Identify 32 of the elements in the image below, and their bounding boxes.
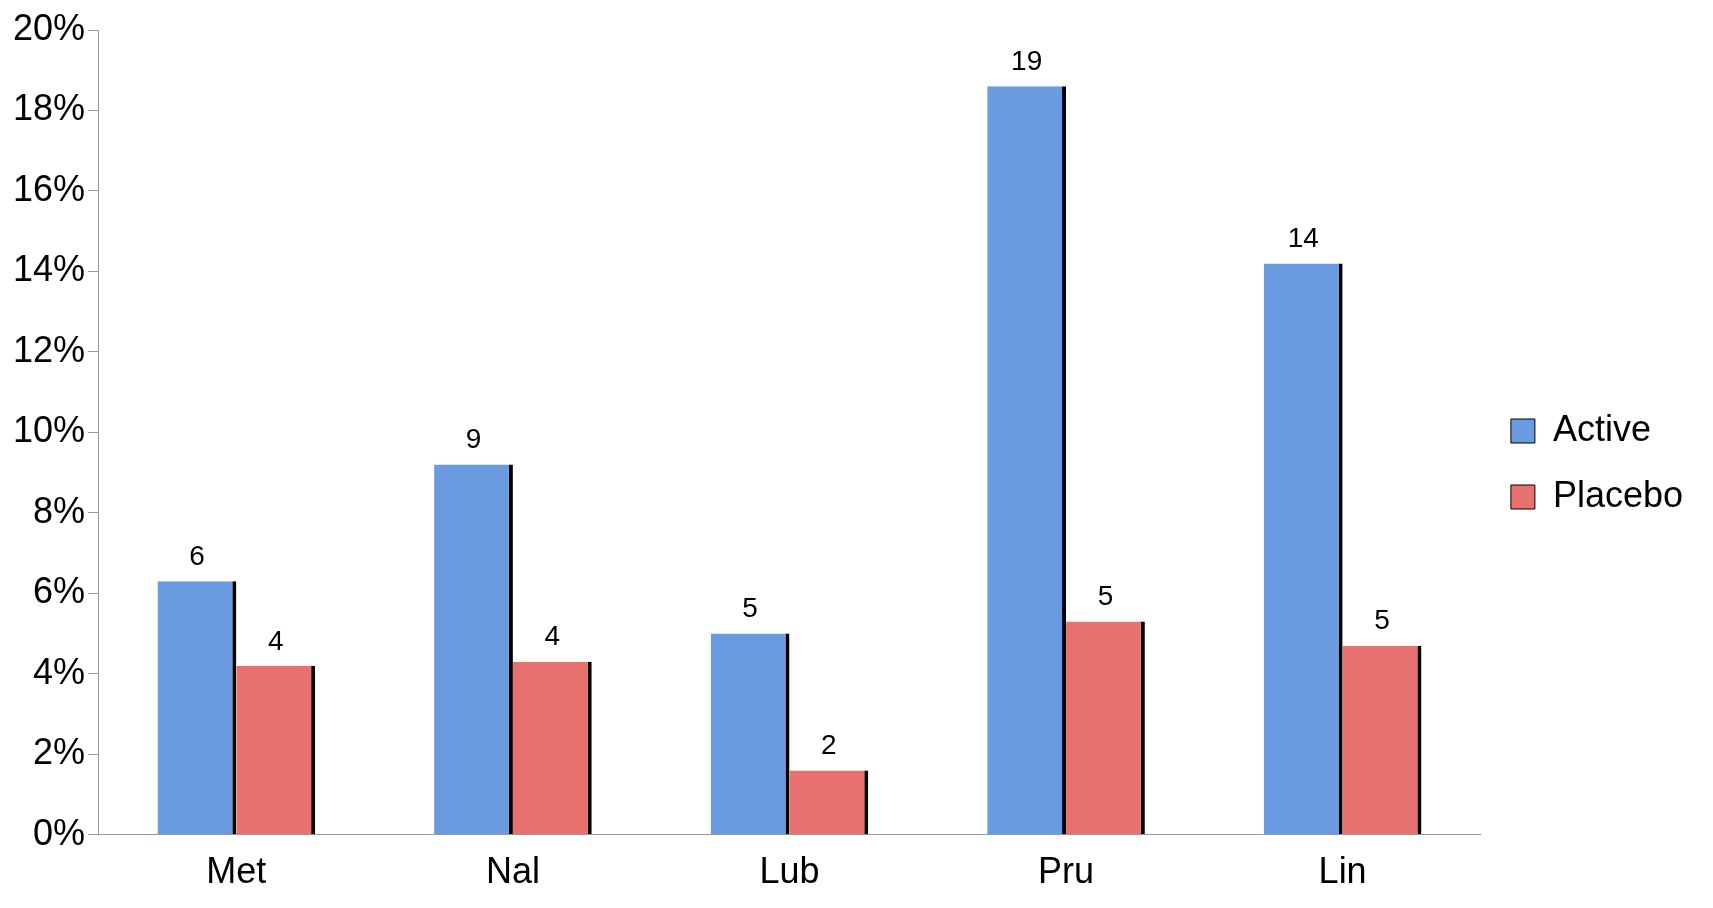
data-label: 2	[821, 729, 837, 761]
bar	[434, 464, 509, 835]
data-label: 4	[544, 620, 561, 652]
x-tick-label: Met	[206, 850, 267, 892]
x-tick-label: Nal	[485, 850, 540, 892]
y-tick-label: 6%	[33, 570, 86, 612]
data-label: 4	[267, 624, 284, 656]
y-tick-label: 4%	[33, 650, 86, 692]
data-label: 6	[189, 540, 205, 572]
bar	[512, 661, 588, 835]
x-tick-label: Lub	[759, 850, 820, 892]
y-tick-label: 18%	[12, 87, 86, 129]
y-tick-label: 20%	[12, 6, 86, 48]
y-tick-label: 2%	[33, 731, 86, 773]
bar	[1066, 621, 1141, 835]
legend-label: Placebo	[1552, 473, 1684, 515]
data-label: 14	[1287, 222, 1319, 254]
y-tick-label: 10%	[12, 409, 86, 451]
y-tick-label: 8%	[33, 489, 86, 531]
y-tick-label: 14%	[12, 248, 86, 290]
bar	[1263, 263, 1339, 835]
x-tick-label: Pru	[1038, 850, 1095, 892]
data-label: 5	[1374, 604, 1390, 636]
data-label: 9	[465, 423, 482, 455]
data-label: 5	[742, 592, 758, 624]
y-tick-label: 16%	[12, 167, 86, 209]
y-tick-label: 0%	[33, 811, 86, 853]
data-label: 19	[1011, 45, 1043, 77]
data-label: 5	[1097, 580, 1114, 612]
y-tick-label: 12%	[12, 328, 86, 370]
legend-label: Active	[1552, 407, 1651, 449]
x-tick-label: Lin	[1318, 850, 1367, 892]
